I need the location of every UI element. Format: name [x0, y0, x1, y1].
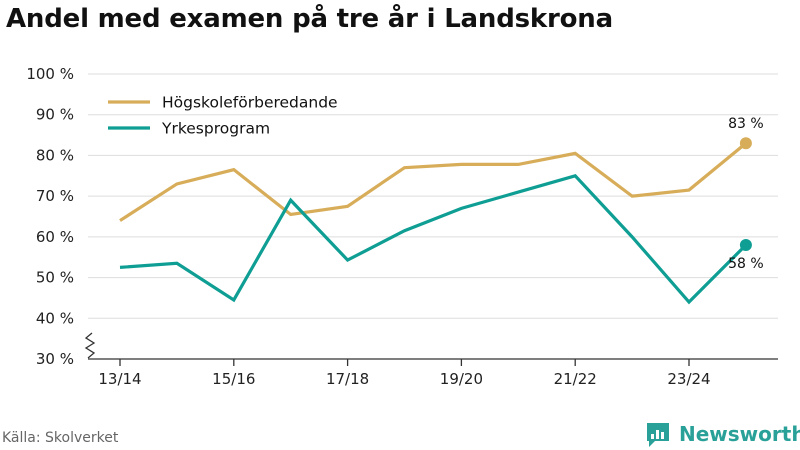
x-tick-label: 23/24 [667, 370, 710, 388]
series-end-point [739, 137, 752, 150]
chart-title: Andel med examen på tre år i Landskrona [6, 4, 613, 34]
x-tick-label: 15/16 [212, 370, 255, 388]
y-tick-label: 100 % [26, 65, 74, 83]
grid [88, 73, 778, 360]
x-tick-label: 19/20 [440, 370, 483, 388]
y-tick-label: 90 % [36, 106, 74, 124]
series-end-label: 83 % [728, 116, 764, 132]
y-tick-label: 80 % [36, 146, 74, 164]
legend-label: Yrkesprogram [161, 120, 270, 138]
y-tick-label: 40 % [36, 309, 74, 327]
x-tick-label: 13/14 [98, 370, 141, 388]
brand-name: Newsworthy [679, 422, 800, 446]
x-axis: 13/14 15/16 17/18 19/20 21/22 23/24 [98, 359, 711, 388]
legend: Högskoleförberedande Yrkesprogram [108, 94, 338, 138]
legend-label: Högskoleförberedande [162, 94, 338, 112]
x-tick-label: 17/18 [326, 370, 369, 388]
y-tick-label: 60 % [36, 228, 74, 246]
y-tick-label: 30 % [36, 350, 74, 368]
brand-logo: Newsworthy [644, 420, 800, 448]
axis-break-line [84, 332, 96, 359]
series-end-label: 58 % [728, 256, 764, 272]
x-tick-label: 21/22 [554, 370, 597, 388]
series-line-hogskoleforberedande [119, 141, 747, 222]
series-end-point [739, 239, 752, 251]
series-group: 83 % 58 % [119, 116, 764, 305]
y-tick-label: 50 % [36, 269, 74, 287]
series-line-yrkesprogram [119, 173, 748, 305]
axis-break-icon [84, 332, 96, 359]
source-note: Källa: Skolverket [2, 430, 119, 446]
y-axis: 30 % 40 % 50 % 60 % 70 % 80 % 90 % 100 % [26, 65, 74, 368]
newsworthy-logo-icon [647, 423, 669, 447]
y-tick-label: 70 % [36, 187, 74, 205]
